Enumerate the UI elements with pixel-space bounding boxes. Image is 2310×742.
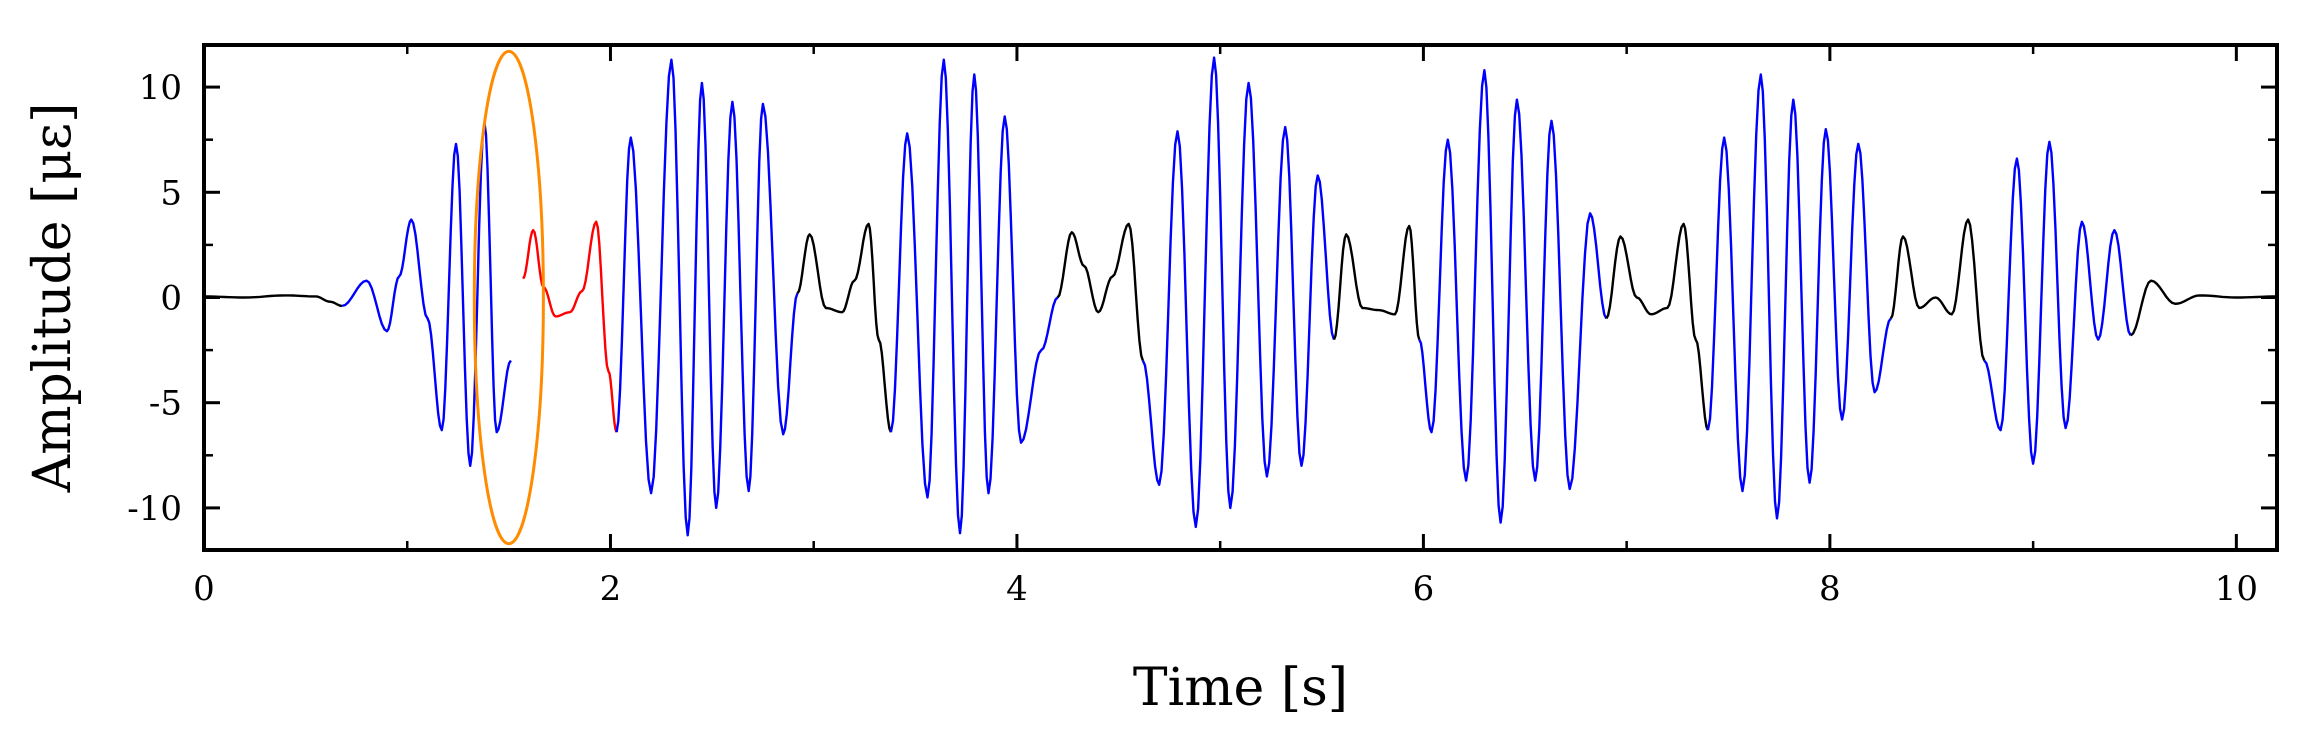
- y-tick-label: -5: [149, 384, 182, 424]
- y-tick-label: 0: [160, 279, 182, 319]
- series-line-10: [1418, 69, 1608, 524]
- y-axis-label: Amplitude [με]: [23, 103, 83, 494]
- series-line-14: [1983, 140, 2132, 465]
- series-line-3: [522, 220, 618, 433]
- highlight-ellipse: [472, 49, 545, 546]
- series-line-9: [1332, 224, 1421, 341]
- y-tick-label: 5: [160, 173, 182, 213]
- series-line-4: [615, 58, 799, 537]
- x-tick-label: 4: [1006, 569, 1028, 609]
- x-tick-label: 2: [600, 569, 622, 609]
- series-line-12: [1706, 73, 1892, 520]
- x-tick-label: 10: [2215, 569, 2258, 609]
- series-line-6: [889, 58, 1059, 535]
- series-line-13: [1889, 218, 1986, 362]
- x-tick-label: 6: [1413, 569, 1435, 609]
- axis-layer: 0 2 4 6 8 10 -10 -5 0 5 10: [127, 45, 2277, 609]
- x-tick-label: 8: [1819, 569, 1841, 609]
- series-line-11: [1605, 222, 1710, 431]
- series-line-5: [796, 222, 893, 433]
- y-tick-label: -10: [127, 489, 182, 529]
- y-tick-label: 10: [139, 68, 182, 108]
- series-line-1: [203, 294, 343, 308]
- plot-layer: [203, 49, 2278, 546]
- x-tick-label: 0: [193, 569, 215, 609]
- x-axis-label: Time [s]: [1133, 658, 1348, 718]
- series-line-7: [1056, 222, 1145, 361]
- series-line-15: [2129, 279, 2278, 337]
- series-line-2: [341, 121, 512, 467]
- series-line-8: [1141, 56, 1336, 529]
